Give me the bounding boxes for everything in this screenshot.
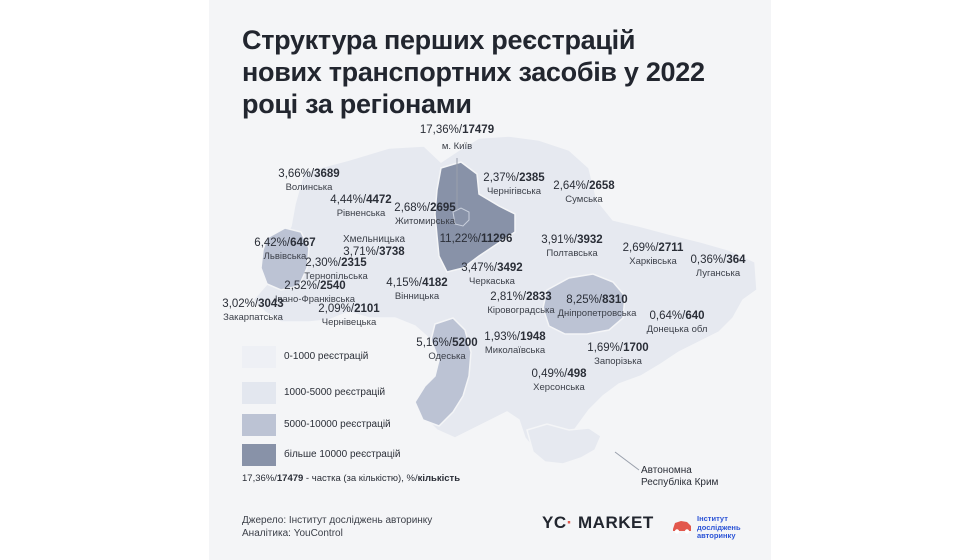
label-lviv: 6,42%/6467 Львівська [254, 237, 316, 262]
car-icon [673, 521, 691, 534]
label-dnipro: 8,25%/8310 Дніпропетровська [557, 294, 637, 319]
yc-market-logo: YC· MARKET [542, 513, 654, 532]
legend-swatch [242, 444, 276, 466]
region-crimea [526, 423, 602, 465]
label-poltava: 3,91%/3932 Полтавська [541, 234, 603, 259]
label-ternopil: 2,30%/2315 Тернопільська [304, 257, 368, 282]
region-kyiv-city [452, 207, 470, 227]
label-kharkiv: 2,69%/2711 Харківська [622, 242, 684, 267]
page-title: Структура перших реєстрацій нових трансп… [242, 25, 705, 119]
legend-note: 17,36%/17479 - частка (за кількістю), %/… [242, 473, 461, 484]
institute-logo: Інститут досліджень авторинку [671, 512, 767, 542]
label-khmelnytskyi: Хмельницька 3,71%/3738 [342, 234, 406, 258]
legend-item: 1000-5000 реєстрацій [242, 382, 442, 406]
analytics-line: Аналітика: YouControl [242, 528, 343, 539]
label-crimea: Автономна Республіка Крим [641, 465, 719, 488]
label-chernihiv: 2,37%/2385 Чернігівська [483, 172, 545, 197]
crimea-leader-line [614, 451, 640, 471]
label-zhytomyr: 2,68%/2695 Житомирська [394, 202, 456, 227]
legend-label: 0-1000 реєстрацій [284, 351, 369, 362]
legend-item: 5000-10000 реєстрацій [242, 414, 442, 438]
ukraine-map [251, 135, 758, 471]
source-line: Джерело: Інститут досліджень авторинку [242, 515, 433, 526]
label-donetsk: 0,64%/640 Донецька обл [646, 310, 708, 335]
institute-logo-text: Інститут досліджень авторинку [697, 514, 741, 540]
label-rivne: 4,44%/4472 Рівненська [330, 194, 392, 219]
label-mykolaiv: 1,93%/1948 Миколаївська [484, 331, 546, 356]
label-luhansk: 0,36%/364 Луганська [690, 254, 746, 279]
label-sumy: 2,64%/2658 Сумська [553, 180, 615, 205]
label-odesa: 5,16%/5200 Одеська [416, 337, 478, 362]
legend-swatch [242, 382, 276, 404]
region-lviv [260, 227, 310, 291]
legend-label: 5000-10000 реєстрацій [284, 419, 391, 430]
label-kyiv: 17,36%/17479 м. Київ [419, 124, 495, 152]
infographic-card: Структура перших реєстрацій нових трансп… [209, 0, 771, 560]
legend-item: більше 10000 реєстрацій [242, 444, 442, 468]
label-chernivtsi: 2,09%/2101 Чернівецька [318, 303, 380, 328]
legend-swatch [242, 414, 276, 436]
label-zaporizhzhia: 1,69%/1700 Запорізька [587, 342, 649, 367]
source-credits: Джерело: Інститут досліджень авторинку А… [242, 514, 432, 540]
legend-label: 1000-5000 реєстрацій [284, 387, 386, 398]
legend-label: більше 10000 реєстрацій [284, 449, 401, 460]
label-vinnytsia: 4,15%/4182 Вінницька [386, 277, 448, 302]
label-volyn: 3,66%/3689 Волинська [278, 168, 340, 193]
label-cherkasy: 3,47%/3492 Черкаська [461, 262, 523, 287]
label-zakarpattia: 3,02%/3043 Закарпатська [222, 298, 284, 323]
legend-item: 0-1000 реєстрацій [242, 346, 442, 370]
legend-swatch [242, 346, 276, 368]
region-odesa [414, 317, 472, 427]
region-kyiv-oblast [434, 161, 516, 273]
region-dnipro [542, 273, 626, 335]
label-ivano-frankivsk: 2,52%/2540 Івано-Франківська [274, 280, 356, 305]
label-kyiv-oblast: 11,22%/11296 [439, 233, 513, 245]
label-kherson: 0,49%/498 Херсонська [531, 368, 587, 393]
label-kirovohrad: 2,81%/2833 Кіровоградська [487, 291, 555, 316]
